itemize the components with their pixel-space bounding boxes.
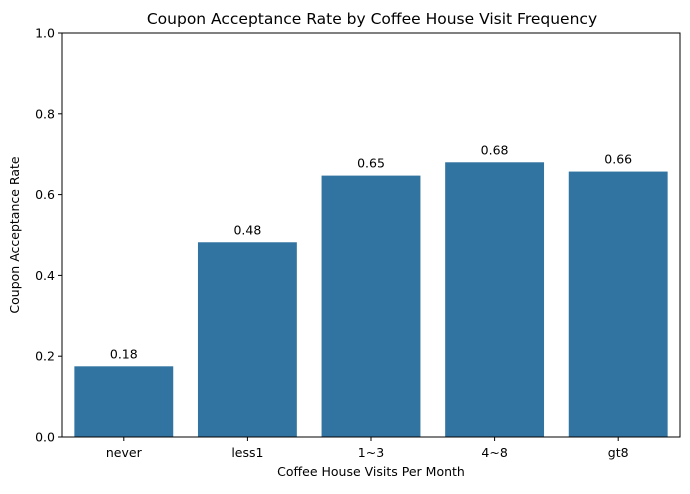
y-tick-label-5: 1.0 — [35, 26, 55, 41]
x-tick-label-0: never — [106, 445, 143, 460]
x-tick-label-4: gt8 — [608, 445, 629, 460]
y-tick-label-2: 0.4 — [35, 268, 55, 283]
bars-layer — [74, 162, 668, 438]
chart-title: Coupon Acceptance Rate by Coffee House V… — [147, 10, 597, 28]
y-tick-label-3: 0.6 — [35, 187, 55, 202]
x-axis-label: Coffee House Visits Per Month — [277, 464, 465, 479]
y-tick-label-1: 0.2 — [35, 349, 55, 364]
data-label-0: 0.18 — [110, 346, 138, 361]
y-tick-label-4: 0.8 — [35, 106, 55, 121]
y-axis: 0.0 0.2 0.4 0.6 0.8 1.0 — [35, 26, 62, 445]
data-label-2: 0.65 — [357, 156, 385, 171]
y-axis-label: Coupon Acceptance Rate — [7, 156, 22, 313]
bar-0 — [74, 366, 174, 437]
y-tick-label-0: 0.0 — [35, 430, 55, 445]
bar-3 — [445, 162, 545, 437]
x-tick-label-3: 4~8 — [481, 445, 507, 460]
bar-4 — [568, 171, 668, 437]
x-tick-label-1: less1 — [231, 445, 263, 460]
data-label-3: 0.68 — [481, 142, 509, 157]
bar-2 — [321, 175, 421, 438]
bar-1 — [197, 242, 297, 437]
x-tick-label-2: 1~3 — [358, 445, 384, 460]
plot-area-border — [61, 32, 681, 438]
plot-frame — [61, 32, 681, 438]
data-label-1: 0.48 — [233, 222, 261, 237]
x-axis: never less1 1~3 4~8 gt8 — [106, 437, 629, 460]
data-label-4: 0.66 — [604, 152, 632, 167]
data-labels-layer: 0.18 0.48 0.65 0.68 0.66 — [110, 142, 632, 361]
